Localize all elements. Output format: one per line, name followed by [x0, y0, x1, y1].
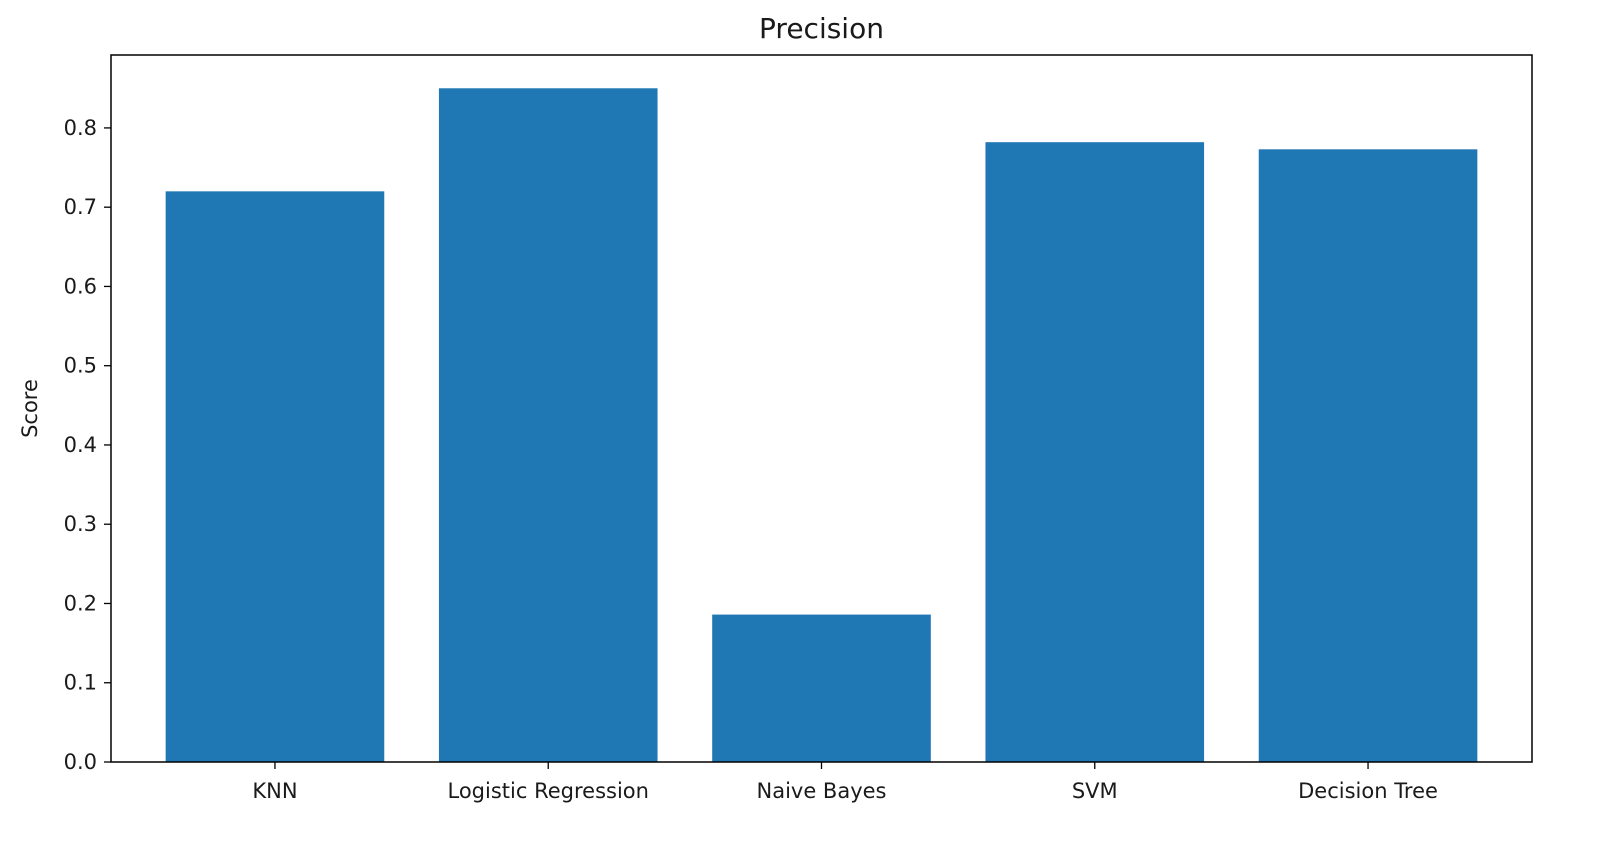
x-tick-label: Logistic Regression — [448, 779, 649, 803]
x-tick-label: Naive Bayes — [757, 779, 887, 803]
plot-frame — [110, 54, 1533, 763]
x-tick-label: Decision Tree — [1298, 779, 1438, 803]
y-tick-label: 0.7 — [64, 195, 97, 219]
chart-title: Precision — [759, 12, 884, 45]
y-tick-label: 0.4 — [64, 433, 97, 457]
x-tick-label: SVM — [1072, 779, 1118, 803]
bar-logistic-regression — [438, 88, 658, 762]
bar-naive-bayes — [712, 614, 931, 762]
bar-svm — [985, 142, 1205, 762]
x-tick-label: KNN — [252, 779, 297, 803]
bar-knn — [165, 191, 385, 763]
y-axis-ticks: 0.0 0.1 0.2 0.3 0.4 0.5 0.6 0.7 0.8 — [64, 116, 111, 774]
y-tick-label: 0.6 — [64, 274, 97, 298]
y-tick-label: 0.5 — [64, 354, 97, 378]
x-axis-ticks: KNN Logistic Regression Naive Bayes SVM Deci… — [252, 762, 1438, 803]
y-tick-label: 0.2 — [64, 591, 97, 615]
y-tick-label: 0.8 — [64, 116, 97, 140]
bars-group — [165, 88, 1478, 763]
bar-decision-tree — [1258, 149, 1478, 762]
y-tick-label: 0.1 — [64, 671, 97, 695]
y-tick-label: 0.3 — [64, 512, 97, 536]
y-axis-label: Score — [18, 379, 42, 438]
y-tick-label: 0.0 — [64, 750, 97, 774]
